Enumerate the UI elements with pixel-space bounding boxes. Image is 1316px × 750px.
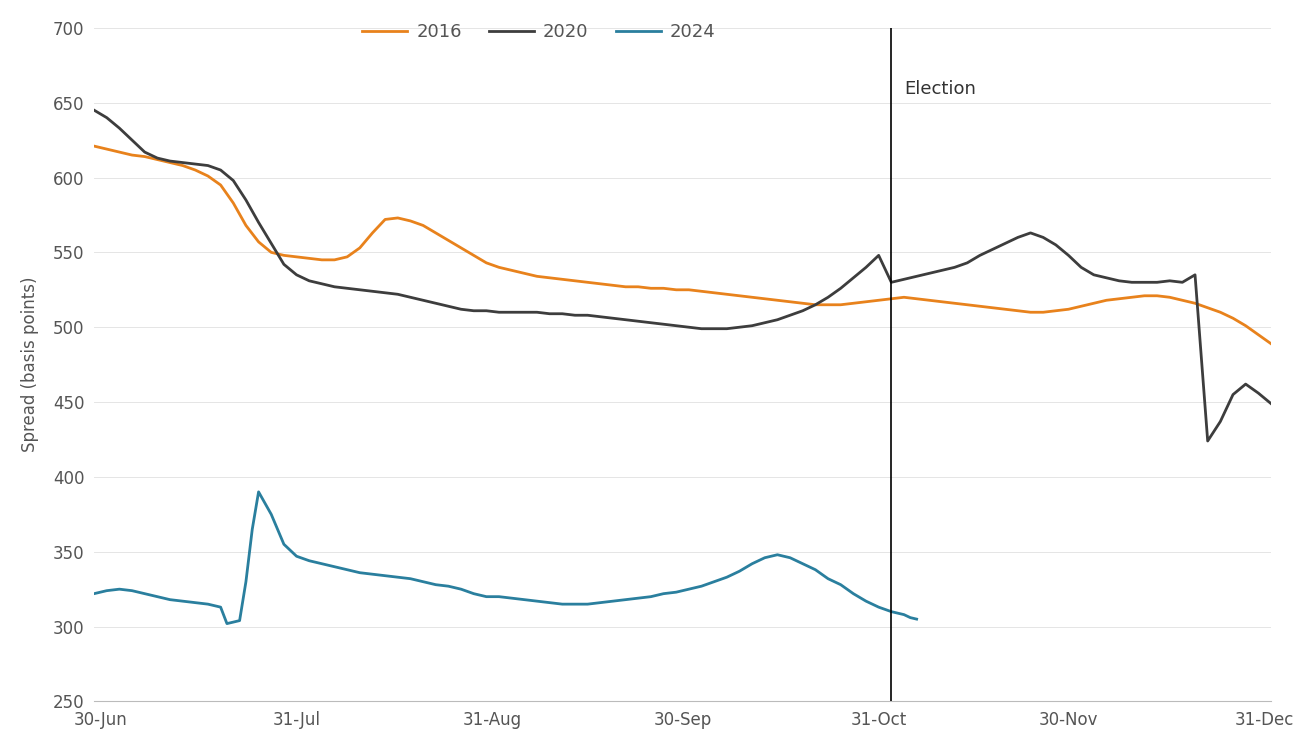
2024 — [820, 574, 836, 584]
Line: 2016: 2016 — [93, 146, 1271, 344]
2020 — [390, 290, 405, 298]
2016 — [390, 214, 405, 223]
2024 — [554, 600, 570, 609]
2020 — [795, 306, 811, 315]
2024 — [441, 582, 457, 591]
2020 — [1200, 436, 1216, 445]
2016 — [795, 298, 811, 307]
2016 — [288, 252, 304, 261]
2020 — [580, 310, 596, 320]
2016 — [1263, 339, 1279, 348]
2024 — [340, 566, 355, 574]
2020 — [86, 106, 101, 115]
2016 — [542, 273, 558, 282]
2016 — [580, 278, 596, 286]
2016 — [86, 142, 101, 151]
Line: 2024: 2024 — [93, 492, 917, 623]
2016 — [973, 302, 988, 310]
2024 — [909, 614, 925, 623]
2024 — [200, 600, 216, 609]
2020 — [973, 251, 988, 260]
2020 — [542, 309, 558, 318]
Text: Election: Election — [904, 80, 976, 98]
2024 — [86, 590, 101, 598]
2024 — [218, 619, 234, 628]
2020 — [288, 270, 304, 279]
2024 — [276, 540, 292, 549]
Y-axis label: Spread (basis points): Spread (basis points) — [21, 277, 39, 452]
Line: 2020: 2020 — [93, 110, 1271, 441]
2024 — [250, 488, 266, 496]
2020 — [1263, 399, 1279, 408]
Legend: 2016, 2020, 2024: 2016, 2020, 2024 — [362, 23, 716, 41]
